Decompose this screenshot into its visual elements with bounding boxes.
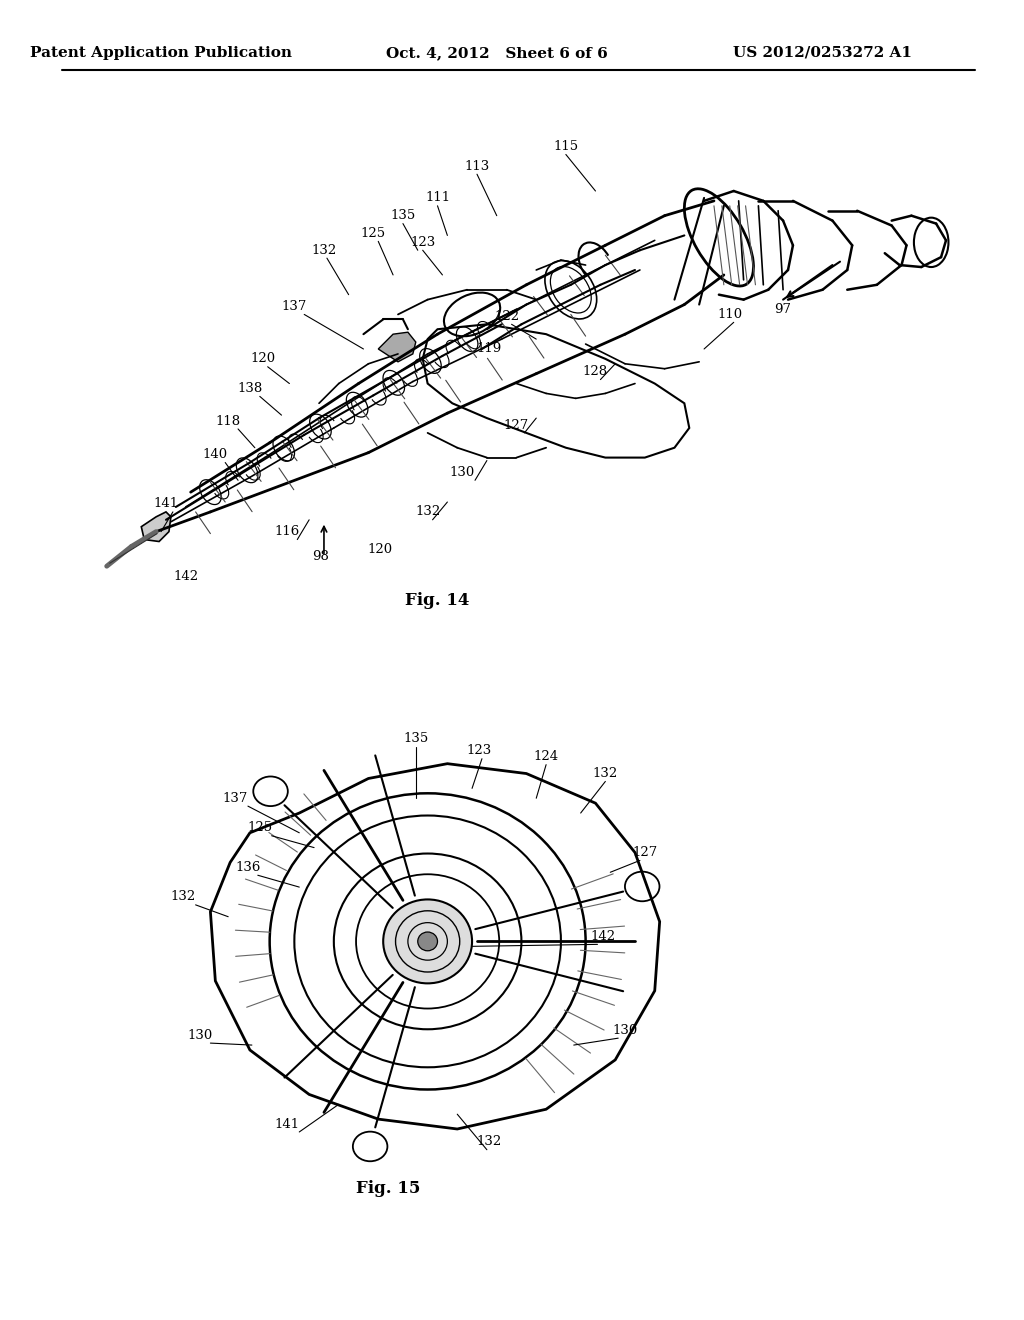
- Text: 140: 140: [203, 447, 228, 461]
- Text: 136: 136: [236, 861, 261, 874]
- Text: 130: 130: [188, 1028, 213, 1041]
- Text: 142: 142: [173, 569, 199, 582]
- Text: 127: 127: [504, 418, 529, 432]
- Polygon shape: [378, 333, 416, 362]
- Text: 97: 97: [774, 304, 792, 315]
- Text: 115: 115: [553, 140, 579, 153]
- Text: Fig. 14: Fig. 14: [406, 593, 470, 610]
- Text: 132: 132: [415, 506, 440, 519]
- Text: 125: 125: [360, 227, 386, 240]
- Ellipse shape: [418, 932, 437, 950]
- Text: 116: 116: [274, 525, 300, 539]
- Text: Oct. 4, 2012   Sheet 6 of 6: Oct. 4, 2012 Sheet 6 of 6: [386, 46, 607, 59]
- Text: 130: 130: [450, 466, 475, 479]
- Text: 138: 138: [238, 381, 262, 395]
- Text: 135: 135: [390, 209, 416, 222]
- Ellipse shape: [383, 899, 472, 983]
- Text: 110: 110: [717, 308, 742, 321]
- Polygon shape: [141, 512, 171, 541]
- Text: 120: 120: [368, 543, 393, 556]
- Text: 141: 141: [154, 498, 178, 511]
- Text: 127: 127: [632, 846, 657, 859]
- Text: US 2012/0253272 A1: US 2012/0253272 A1: [733, 46, 912, 59]
- Text: 137: 137: [282, 300, 307, 313]
- Text: 125: 125: [247, 821, 272, 834]
- Text: 119: 119: [476, 342, 502, 355]
- Text: 113: 113: [464, 160, 489, 173]
- Text: 128: 128: [583, 366, 608, 379]
- Text: Fig. 15: Fig. 15: [356, 1180, 420, 1197]
- Text: 137: 137: [222, 792, 248, 805]
- Text: 111: 111: [425, 191, 451, 205]
- Text: 98: 98: [312, 550, 330, 562]
- Text: 132: 132: [311, 244, 337, 257]
- Text: 123: 123: [410, 236, 435, 249]
- Text: 132: 132: [593, 767, 617, 780]
- Text: 123: 123: [466, 744, 492, 758]
- Text: 124: 124: [534, 750, 559, 763]
- Text: Patent Application Publication: Patent Application Publication: [30, 46, 292, 59]
- Text: 132: 132: [170, 891, 196, 903]
- Text: 118: 118: [216, 414, 241, 428]
- Text: 142: 142: [591, 931, 616, 942]
- Text: 122: 122: [494, 310, 519, 323]
- Text: 141: 141: [274, 1118, 300, 1130]
- Text: 120: 120: [250, 352, 275, 366]
- Text: 135: 135: [403, 733, 428, 746]
- Text: 130: 130: [612, 1024, 638, 1036]
- Text: 132: 132: [476, 1135, 502, 1148]
